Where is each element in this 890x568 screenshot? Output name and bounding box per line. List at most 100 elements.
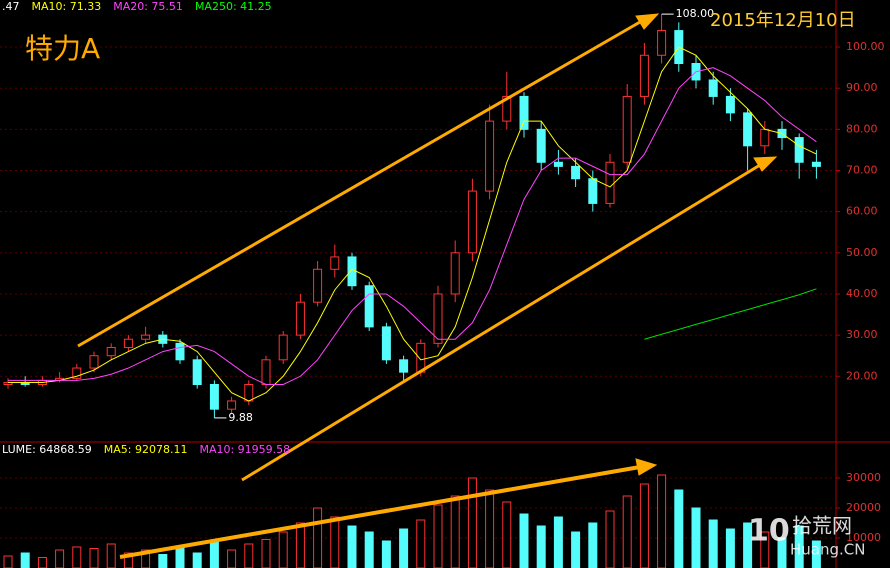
candle-body xyxy=(639,54,649,97)
stock-name: 特力A xyxy=(25,32,100,65)
candle-body xyxy=(760,128,770,147)
volume-bar xyxy=(657,474,667,568)
y-tick-label: 100.00 xyxy=(846,40,885,53)
candle-body xyxy=(89,355,99,369)
legend-entry: MA250: 41.25 xyxy=(195,0,272,13)
volume-bar xyxy=(467,477,477,568)
y-tick-label: 90.00 xyxy=(846,81,878,94)
trend-line xyxy=(241,163,761,482)
volume-bar xyxy=(330,516,340,568)
candle-body xyxy=(553,161,563,167)
volume-bar xyxy=(622,495,632,568)
y-tick-label: 60.00 xyxy=(846,205,878,218)
volume-bar xyxy=(777,537,787,568)
date-label: 2015年12月10日 xyxy=(710,10,856,31)
arrow-head xyxy=(635,13,660,30)
volume-bar xyxy=(433,504,443,568)
volume-bar xyxy=(55,549,65,568)
y-tick-label: 30.00 xyxy=(846,328,878,341)
volume-bar xyxy=(381,540,391,568)
volume-bar xyxy=(760,531,770,568)
arrow-head xyxy=(753,156,778,172)
candle-body xyxy=(244,384,254,402)
volume-bar xyxy=(347,525,357,568)
candle-body xyxy=(794,137,804,163)
legend-entry: .47 xyxy=(2,0,20,13)
volume-bar xyxy=(399,528,409,568)
volume-bar xyxy=(192,552,202,568)
candle-body xyxy=(519,95,529,130)
candle-body xyxy=(708,79,718,97)
candle-body xyxy=(209,384,219,410)
ma-line xyxy=(644,288,817,340)
ma-line xyxy=(8,46,817,402)
candle-body xyxy=(657,30,667,56)
legend-entry: MA10: 71.33 xyxy=(32,0,102,13)
annotation-label: 9.88 xyxy=(228,411,253,424)
y-tick-label: 50.00 xyxy=(846,246,878,259)
arrow-head xyxy=(635,458,658,476)
volume-bar xyxy=(485,489,495,568)
candle-body xyxy=(450,252,460,295)
volume-bar xyxy=(502,501,512,568)
volume-bar xyxy=(553,516,563,568)
candle-body xyxy=(278,334,288,361)
ma-legend: .47 MA10: 71.33 MA20: 75.51 MA250: 41.25 xyxy=(2,0,272,13)
candle-body xyxy=(175,342,185,361)
candle-body xyxy=(141,334,151,340)
candle-body xyxy=(106,346,116,357)
candle-body xyxy=(192,359,202,385)
volume-bar xyxy=(72,546,82,568)
candle-body xyxy=(502,95,512,122)
legend-entry: MA5: 92078.11 xyxy=(104,443,188,456)
volume-bar xyxy=(691,507,701,568)
candle-body xyxy=(485,120,495,192)
candle-body xyxy=(330,256,340,270)
legend-entry: MA20: 75.51 xyxy=(113,0,183,13)
volume-bar xyxy=(674,489,684,568)
volume-bar xyxy=(106,543,116,568)
ma-line xyxy=(8,67,817,385)
volume-bar xyxy=(278,531,288,568)
volume-bar xyxy=(89,548,99,568)
candle-body xyxy=(399,359,409,373)
volume-bar xyxy=(743,522,753,568)
volume-bar xyxy=(141,549,151,568)
volume-bar xyxy=(450,495,460,568)
volume-bar xyxy=(158,554,168,568)
volume-bar xyxy=(244,543,254,568)
candle-body xyxy=(347,256,357,287)
volume-bar xyxy=(364,531,374,568)
volume-bar xyxy=(261,539,271,568)
candle-body xyxy=(622,95,632,163)
candle-body xyxy=(571,165,581,180)
candle-body xyxy=(743,112,753,147)
annotation-label: 108.00 xyxy=(676,7,715,20)
candle-body xyxy=(313,268,323,303)
candle-body xyxy=(811,161,821,167)
volume-bar xyxy=(209,540,219,568)
volume-bar xyxy=(416,519,426,568)
volume-bar xyxy=(794,525,804,568)
volume-bar xyxy=(295,522,305,568)
volume-bar xyxy=(227,549,237,568)
volume-bar xyxy=(811,540,821,568)
volume-bar xyxy=(123,552,133,568)
volume-bar xyxy=(519,513,529,568)
candle-body xyxy=(433,293,443,344)
volume-bar xyxy=(605,510,615,568)
volume-bar xyxy=(588,522,598,568)
volume-bar xyxy=(37,557,47,568)
legend-entry: LUME: 64868.59 xyxy=(2,443,92,456)
volume-bar xyxy=(725,528,735,568)
watermark-number: 10 xyxy=(748,514,790,549)
candle-body xyxy=(72,367,82,379)
trend-arrows xyxy=(77,13,778,559)
volume-bar xyxy=(20,552,30,568)
volume-bar xyxy=(313,507,323,568)
candle-body xyxy=(536,128,546,163)
candle-body xyxy=(588,178,598,204)
volume-bar xyxy=(3,555,13,568)
